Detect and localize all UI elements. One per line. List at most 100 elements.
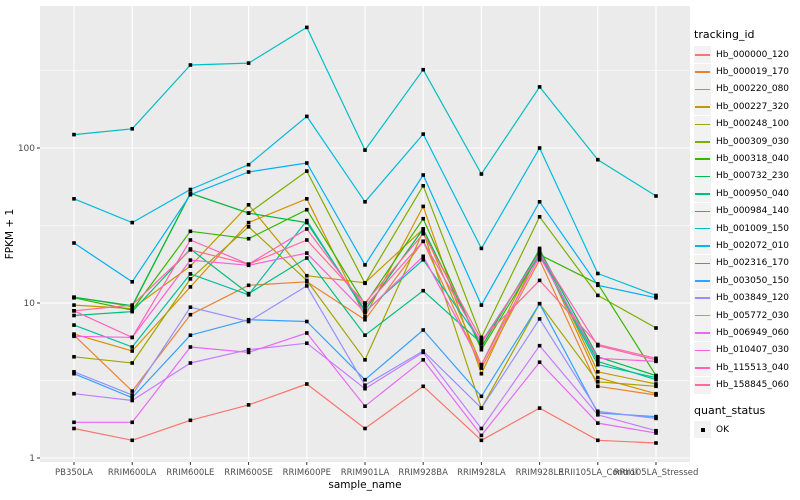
legend-key-line-icon: [694, 307, 711, 325]
data-point-marker: [596, 413, 600, 417]
data-point-marker: [305, 114, 309, 119]
data-point-marker: [421, 231, 425, 236]
data-point-marker: [654, 416, 658, 421]
data-point-marker: [72, 241, 76, 245]
legend-key-line-icon: [694, 133, 711, 151]
data-point-marker: [654, 382, 658, 386]
data-point-marker: [305, 220, 309, 225]
data-point-marker: [246, 225, 251, 229]
data-point-marker: [596, 380, 600, 384]
data-point-marker: [537, 278, 542, 283]
data-point-marker: [246, 236, 251, 241]
data-point-marker: [246, 220, 251, 225]
data-point-marker: [188, 333, 193, 337]
data-point-marker: [363, 301, 367, 305]
x-axis-tick-label: RRIM928BA: [398, 468, 448, 478]
data-point-marker: [421, 227, 425, 231]
data-point-marker: [72, 132, 76, 137]
data-point-marker: [188, 238, 193, 242]
legend-item-Hb_002316_170: Hb_002316_170: [694, 254, 800, 272]
legend: tracking_id Hb_000000_120 Hb_000019_170 Hb…: [694, 28, 800, 438]
data-point-marker: [654, 326, 658, 330]
legend-item-Hb_001009_150: Hb_001009_150: [694, 220, 800, 238]
legend-item-Hb_000984_140: Hb_000984_140: [694, 202, 800, 220]
legend-item-label: Hb_000732_230: [716, 171, 790, 182]
legend-item-Hb_005772_030: Hb_005772_030: [694, 307, 800, 325]
legend-item-label: Hb_000227_320: [716, 101, 790, 112]
data-point-marker: [188, 285, 193, 289]
data-point-marker: [130, 393, 134, 397]
data-point-marker: [130, 220, 134, 225]
legend-color-swatch: [695, 297, 710, 300]
data-point-marker: [654, 373, 658, 378]
data-point-marker: [130, 335, 134, 340]
data-point-marker: [421, 216, 425, 221]
data-point-marker: [72, 323, 76, 327]
x-axis-tick-label: RRIM600LE: [166, 468, 214, 478]
data-point-marker: [537, 258, 542, 262]
y-axis-tick-label: 10: [24, 299, 36, 309]
data-point-marker: [654, 356, 658, 361]
y-axis-tick-label: 100: [18, 144, 35, 154]
x-axis-tick-label: RRIM600PE: [283, 468, 331, 478]
data-point-marker: [72, 391, 76, 396]
data-point-marker: [654, 293, 658, 298]
data-point-marker: [537, 301, 542, 306]
data-point-marker: [72, 371, 76, 376]
data-point-marker: [305, 238, 309, 242]
legend-item-Hb_000950_040: Hb_000950_040: [694, 185, 800, 203]
legend-item-label: Hb_158845_060: [716, 380, 790, 391]
data-point-marker: [363, 358, 367, 362]
data-point-marker: [363, 263, 367, 267]
x-axis-tick-label: RRIM600LA: [108, 468, 157, 478]
data-point-marker: [654, 441, 658, 445]
legend-item-Hb_115513_040: Hb_115513_040: [694, 359, 800, 377]
data-point-marker: [188, 305, 193, 309]
data-point-marker: [479, 345, 484, 349]
legend-color-swatch: [695, 280, 710, 282]
quant-status-label: OK: [716, 424, 729, 435]
data-point-marker: [537, 251, 542, 255]
data-point-marker: [421, 239, 425, 244]
legend-title-tracking-id: tracking_id: [694, 28, 755, 41]
legend-item-Hb_003849_120: Hb_003849_120: [694, 289, 800, 307]
legend-item-label: Hb_010407_030: [716, 345, 790, 356]
data-point-marker: [246, 347, 251, 352]
x-axis-title: sample_name: [328, 479, 401, 491]
legend-key-line-icon: [694, 80, 711, 98]
data-point-marker: [537, 317, 542, 321]
data-point-marker: [596, 362, 600, 367]
legend-color-swatch: [695, 314, 710, 317]
data-point-marker: [596, 359, 600, 364]
data-point-marker: [305, 284, 309, 288]
legend-color-swatch: [695, 262, 710, 265]
data-point-marker: [596, 293, 600, 298]
x-axis-tick-label: RRII105LA_Control: [558, 468, 637, 478]
data-point-marker: [305, 251, 309, 255]
legend-item-label: Hb_000019_170: [716, 67, 790, 78]
data-point-marker: [479, 406, 484, 410]
data-point-marker: [421, 288, 425, 293]
data-point-marker: [363, 310, 367, 315]
data-point-marker: [188, 418, 193, 423]
data-point-marker: [654, 384, 658, 389]
legend-item-label: Hb_000000_120: [716, 49, 790, 60]
data-point-marker: [246, 403, 251, 407]
legend-item-label: Hb_001009_150: [716, 223, 790, 234]
data-point-marker: [72, 309, 76, 313]
legend-key-line-icon: [694, 150, 711, 168]
data-point-marker: [305, 341, 309, 345]
legend-color-swatch: [695, 384, 710, 386]
legend-item-label: Hb_002316_170: [716, 258, 790, 269]
data-point-marker: [130, 398, 134, 403]
data-point-marker: [305, 169, 309, 173]
black-square-marker-icon: [700, 427, 705, 432]
data-point-marker: [130, 309, 134, 314]
data-point-marker: [130, 438, 134, 443]
data-point-marker: [654, 391, 658, 396]
data-point-marker: [72, 332, 76, 336]
data-point-marker: [537, 360, 542, 364]
legend-color-swatch: [695, 193, 710, 195]
data-point-marker: [246, 350, 251, 355]
data-point-marker: [188, 248, 193, 252]
